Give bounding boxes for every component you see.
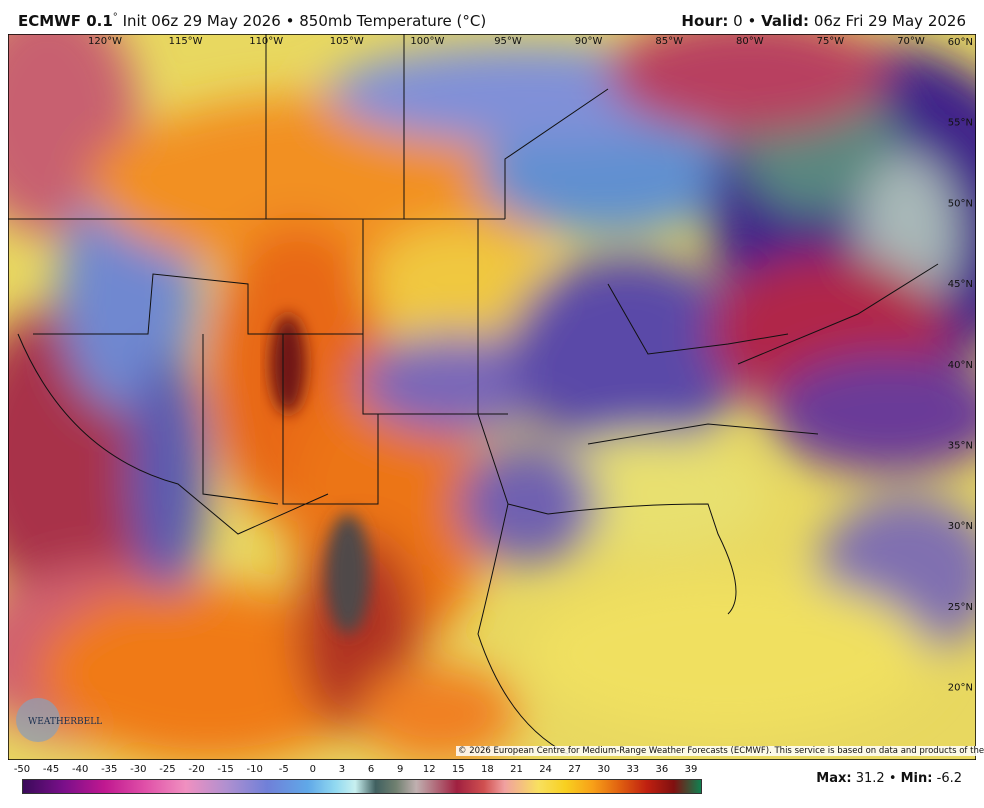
latitude-label: 35°N [948, 441, 973, 452]
colorbar-label: -40 [72, 764, 89, 775]
copyright: © 2026 European Centre for Medium-Range … [456, 746, 984, 756]
latitude-label: 20°N [948, 683, 973, 694]
longitude-label: 80°W [736, 36, 764, 47]
max-label: Max: [816, 771, 852, 786]
min-label: Min: [900, 771, 933, 786]
colorbar [22, 779, 702, 794]
latitude-label: 25°N [948, 602, 973, 613]
colorbar-label: 36 [655, 764, 669, 775]
longitude-label: 70°W [897, 36, 925, 47]
colorbar-label: 15 [451, 764, 465, 775]
subtitle: Init 06z 29 May 2026 • 850mb Temperature… [122, 12, 487, 30]
footer-stats: Max: 31.2 • Min: -6.2 [816, 771, 962, 786]
colorbar-label: 6 [367, 764, 375, 775]
latitude-label: 55°N [948, 118, 973, 129]
max: 31.2 [855, 771, 885, 786]
colorbar-label: 0 [309, 764, 317, 775]
header-right: Hour: 0 • Valid: 06z Fri 29 May 2026 [681, 12, 966, 30]
logo-text: WEATHERBELL [28, 717, 102, 727]
min: -6.2 [936, 771, 962, 786]
boundaries [8, 34, 939, 755]
latitude-label: 40°N [948, 360, 973, 371]
valid: 06z Fri 29 May 2026 [813, 12, 966, 30]
temperature-field [8, 34, 976, 760]
latitude-label: 60°N [948, 37, 973, 48]
colorbar-label: -45 [42, 764, 60, 775]
colorbar-label: -5 [278, 764, 289, 775]
longitude-label: 105°W [330, 36, 364, 47]
colorbar-labels: -50 -45 -40 -35 -30 -25 -20 -15 -10 -5 0 3 6 9 12 15 18 2… [0, 764, 720, 778]
colorbar-label: -15 [217, 764, 234, 775]
longitude-label: 100°W [410, 36, 444, 47]
colorbar-label: 18 [481, 764, 494, 775]
colorbar-label: 24 [539, 764, 552, 775]
colorbar-label: -50 [13, 764, 31, 775]
hour: 0 [733, 12, 743, 30]
valid-label: Valid: [761, 12, 810, 30]
colorbar-label: -30 [130, 764, 147, 775]
map: 120°W 115°W 110°W 105°W 100°W 95°W 90°W 85°W 80°… [8, 34, 976, 760]
longitude-label: 75°W [817, 36, 845, 47]
colorbar-label: 21 [510, 764, 523, 775]
logo: WEATHERBELL [16, 698, 102, 742]
colorbar-label: 27 [568, 764, 582, 775]
colorbar-label: 39 [684, 764, 698, 775]
longitude-label: 115°W [169, 36, 203, 47]
colorbar-label: 30 [597, 764, 611, 775]
degree: ° [112, 12, 118, 23]
longitude-label: 120°W [88, 36, 122, 47]
colorbar-label: -20 [188, 764, 205, 775]
longitude-label: 85°W [655, 36, 683, 47]
colorbar-label: 3 [338, 764, 346, 775]
colorbar-label: 9 [396, 764, 404, 775]
latitude-label: 45°N [948, 279, 973, 290]
colorbar-label: -25 [159, 764, 176, 775]
header-left: ECMWF 0.1° Init 06z 29 May 2026 • 850mb … [18, 12, 486, 30]
hour-label: Hour: [681, 12, 729, 30]
latitude-label: 30°N [948, 521, 973, 532]
separator: • [747, 12, 757, 30]
model: ECMWF 0.1 [18, 12, 113, 30]
colorbar-label: -10 [246, 764, 263, 775]
colorbar-label: -35 [101, 764, 118, 775]
colorbar-label: 33 [626, 764, 640, 775]
latitude-label: 50°N [948, 198, 973, 209]
colorbar-label: 12 [422, 764, 436, 775]
longitude-label: 95°W [494, 36, 522, 47]
separator: • [888, 771, 897, 786]
longitude-label: 90°W [575, 36, 603, 47]
longitude-label: 110°W [249, 36, 283, 47]
